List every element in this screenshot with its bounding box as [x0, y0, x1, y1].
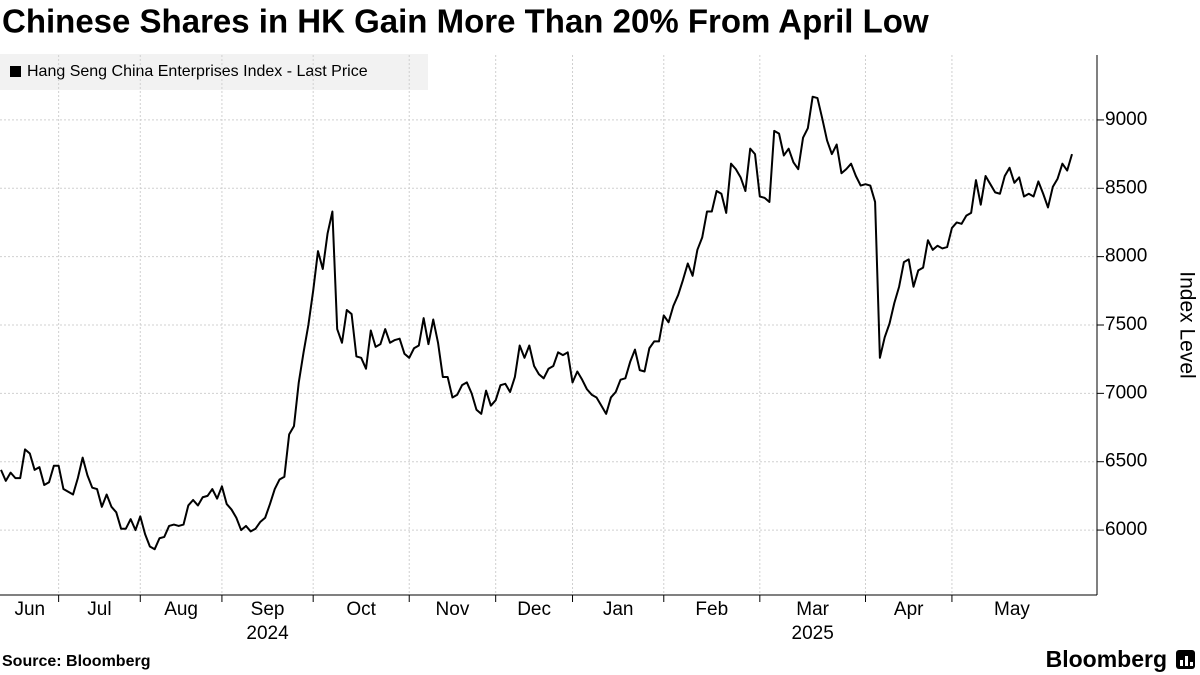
x-tick-label: Feb — [695, 599, 728, 620]
brand-icon-bar — [1185, 656, 1188, 666]
y-tick-label: 6000 — [1105, 519, 1147, 540]
y-tick-label: 6500 — [1105, 451, 1147, 472]
y-tick-label: 7500 — [1105, 314, 1147, 335]
x-tick-label: Dec — [517, 599, 551, 620]
legend-label: Hang Seng China Enterprises Index - Last… — [27, 63, 368, 80]
y-tick-label: 7000 — [1105, 382, 1147, 403]
x-group-label: 2024 — [246, 623, 289, 644]
legend — [0, 54, 428, 90]
chart-title: Chinese Shares in HK Gain More Than 20% … — [2, 3, 929, 40]
x-group-label: 2025 — [792, 623, 834, 644]
x-tick-label: Aug — [164, 599, 198, 620]
y-axis-label: Index Level — [1175, 271, 1198, 378]
x-tick-label: Oct — [346, 599, 376, 620]
brand-icon-bar — [1190, 662, 1193, 666]
x-tick-label: May — [994, 599, 1030, 620]
source: Source: Bloomberg — [2, 653, 150, 670]
line — [0, 95, 1073, 551]
x-tick-label: Jun — [14, 599, 45, 620]
y-tick-label: 8000 — [1105, 246, 1147, 267]
x-tick-label: Sep — [251, 599, 285, 620]
x-tick-label: Jan — [603, 599, 634, 620]
brand-icon-bar — [1180, 660, 1183, 666]
x-tick-label: Nov — [436, 599, 470, 620]
y-tick-label: 9000 — [1105, 109, 1147, 130]
legend-swatch — [10, 66, 21, 77]
x-tick-label: Jul — [87, 599, 111, 620]
x-tick-label: Mar — [796, 599, 829, 620]
x-tick-label: Apr — [894, 599, 924, 620]
brand: Bloomberg — [1046, 646, 1167, 672]
y-tick-label: 8500 — [1105, 177, 1147, 198]
